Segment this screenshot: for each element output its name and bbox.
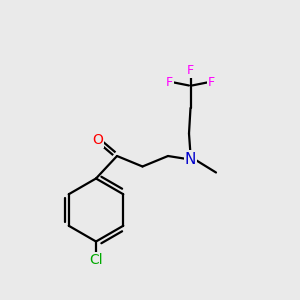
Text: N: N [185,152,196,166]
Text: F: F [166,76,173,89]
Text: Cl: Cl [89,253,103,267]
Text: F: F [187,64,194,77]
Text: F: F [208,76,215,89]
Text: O: O [92,133,103,146]
